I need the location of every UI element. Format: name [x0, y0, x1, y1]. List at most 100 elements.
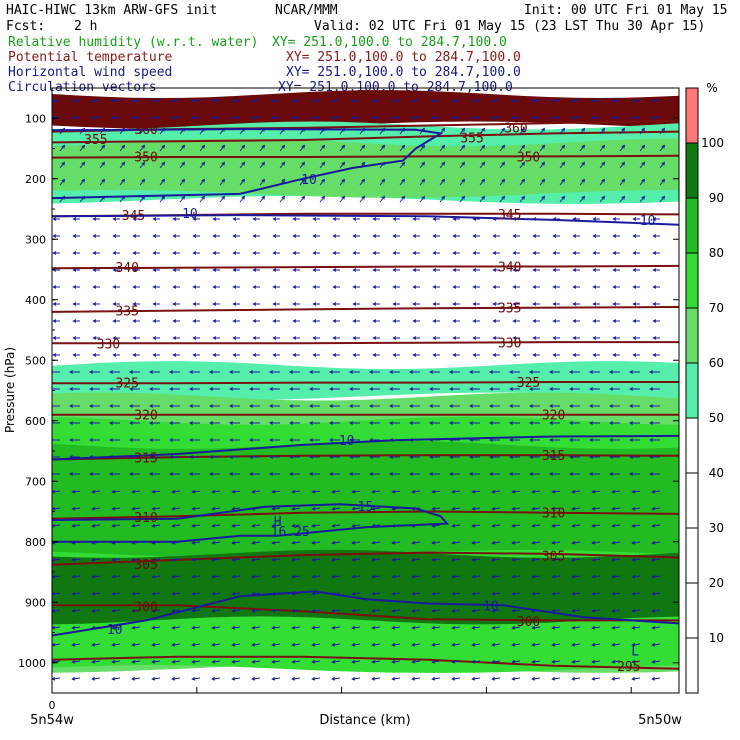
- circulation-vector: [612, 609, 621, 612]
- vector-arrowhead: [331, 540, 336, 545]
- vector-arrowhead: [561, 161, 566, 166]
- vector-arrowhead: [611, 506, 616, 511]
- circulation-vector: [299, 145, 305, 152]
- wind-speed-label: 16.25: [271, 525, 310, 540]
- vector-arrowhead: [211, 676, 216, 681]
- vector-arrowhead: [492, 217, 497, 221]
- circulation-vector: [252, 99, 261, 102]
- circulation-vector: [179, 179, 185, 186]
- circulation-vector: [599, 162, 605, 169]
- y-axis-title: Pressure (hPa): [3, 347, 17, 433]
- circulation-vector: [152, 507, 161, 510]
- circulation-vector: [459, 128, 465, 135]
- vector-arrowhead: [451, 642, 456, 647]
- forecast-label: Fcst:: [6, 19, 46, 34]
- vector-arrowhead: [311, 608, 316, 613]
- circulation-vector: [139, 162, 145, 169]
- vector-arrowhead: [311, 557, 316, 562]
- vector-arrowhead: [551, 489, 556, 494]
- vector-arrowhead: [489, 455, 493, 459]
- circulation-vector: [219, 162, 225, 169]
- circulation-vector: [592, 524, 601, 527]
- vector-arrowhead: [269, 387, 273, 391]
- circulation-vector: [212, 660, 221, 663]
- vector-arrowhead: [649, 421, 653, 425]
- vector-arrowhead: [112, 234, 117, 238]
- vector-arrowhead: [371, 489, 376, 494]
- circulation-vector: [592, 677, 601, 680]
- circulation-vector: [479, 128, 485, 135]
- vector-arrowhead: [209, 404, 213, 408]
- vector-arrowhead: [531, 115, 536, 120]
- vector-arrowhead: [152, 319, 157, 323]
- wind-speed-label: 10: [301, 173, 317, 188]
- circulation-vector: [292, 609, 301, 612]
- vector-arrowhead: [412, 285, 417, 289]
- circulation-vector: [392, 609, 401, 612]
- forecast-hours: 2 h: [74, 19, 98, 34]
- vector-arrowhead: [509, 438, 513, 442]
- circulation-vector: [432, 592, 441, 595]
- circulation-vector: [312, 660, 321, 663]
- vector-arrowhead: [151, 115, 156, 120]
- vector-arrowhead: [191, 642, 196, 647]
- vector-arrowhead: [571, 523, 576, 528]
- vector-arrowhead: [591, 523, 596, 528]
- vector-arrowhead: [661, 195, 666, 200]
- vector-arrowhead: [249, 370, 253, 374]
- vector-arrowhead: [181, 127, 186, 132]
- circulation-vector: [559, 179, 565, 186]
- vector-arrowhead: [651, 557, 656, 562]
- circulation-vector: [339, 145, 345, 152]
- vector-arrowhead: [529, 438, 533, 442]
- vector-arrowhead: [329, 421, 333, 425]
- vector-arrowhead: [549, 370, 553, 374]
- vector-arrowhead: [352, 234, 357, 238]
- vector-arrowhead: [411, 676, 416, 681]
- circulation-vector: [192, 660, 201, 663]
- vector-arrowhead: [91, 676, 96, 681]
- circulation-vector: [419, 196, 425, 203]
- circulation-vector: [652, 643, 661, 646]
- vector-arrowhead: [209, 370, 213, 374]
- vector-arrowhead: [381, 178, 386, 183]
- vector-arrowhead: [111, 557, 116, 562]
- vector-arrowhead: [292, 285, 297, 289]
- circulation-vector: [92, 677, 101, 680]
- vector-arrowhead: [451, 625, 456, 630]
- vector-arrowhead: [569, 387, 573, 391]
- circulation-vector: [172, 541, 181, 544]
- vector-arrowhead: [152, 251, 157, 255]
- vector-arrowhead: [591, 98, 596, 103]
- vector-arrowhead: [492, 285, 497, 289]
- vector-arrowhead: [309, 455, 313, 459]
- circulation-vector: [579, 196, 585, 203]
- circulation-vector: [492, 626, 501, 629]
- isentrope-label: 330: [498, 337, 521, 352]
- vector-arrowhead: [311, 642, 316, 647]
- circulation-vector: [512, 99, 521, 102]
- circulation-vector: [79, 179, 85, 186]
- vector-arrowhead: [151, 489, 156, 494]
- vector-arrowhead: [132, 319, 137, 323]
- circulation-vector: [592, 660, 601, 663]
- vector-arrowhead: [71, 574, 76, 579]
- vector-arrowhead: [531, 523, 536, 528]
- circulation-vector: [232, 575, 241, 578]
- vector-arrowhead: [449, 438, 453, 442]
- vector-arrowhead: [89, 370, 93, 374]
- circulation-vector: [152, 575, 161, 578]
- vector-arrowhead: [232, 353, 237, 357]
- vector-arrowhead: [609, 472, 613, 476]
- circulation-vector: [252, 116, 261, 119]
- vector-arrowhead: [629, 370, 633, 374]
- vector-arrowhead: [561, 178, 566, 183]
- vector-arrowhead: [71, 625, 76, 630]
- vector-arrowhead: [112, 251, 117, 255]
- circulation-vector: [112, 524, 121, 527]
- rh-fill-layer: [52, 441, 679, 558]
- vector-arrowhead: [631, 591, 636, 596]
- vector-arrowhead: [292, 319, 297, 323]
- vector-arrowhead: [651, 574, 656, 579]
- vector-arrowhead: [391, 591, 396, 596]
